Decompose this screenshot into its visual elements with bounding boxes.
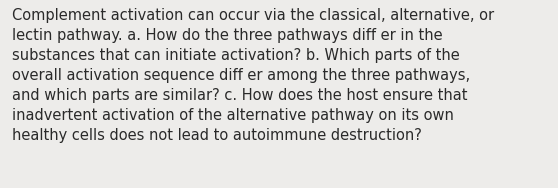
Text: Complement activation can occur via the classical, alternative, or
lectin pathwa: Complement activation can occur via the …	[12, 8, 494, 143]
